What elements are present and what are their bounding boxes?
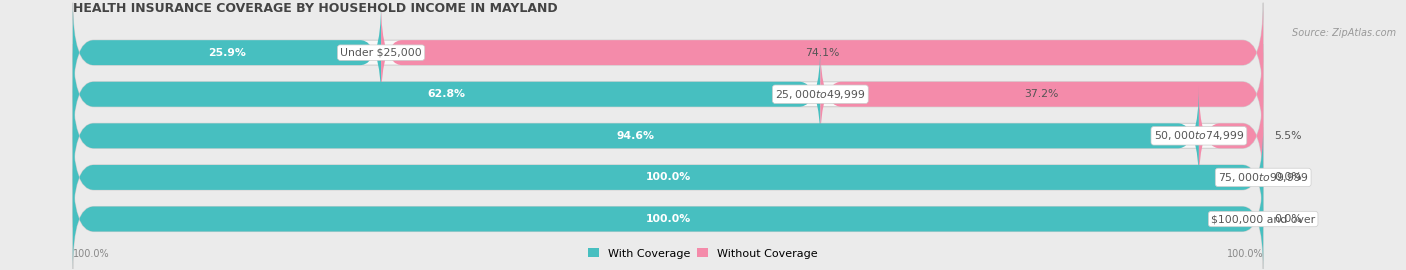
FancyBboxPatch shape: [381, 3, 1263, 103]
Text: Under $25,000: Under $25,000: [340, 48, 422, 58]
Text: Source: ZipAtlas.com: Source: ZipAtlas.com: [1292, 28, 1396, 38]
Text: $50,000 to $74,999: $50,000 to $74,999: [1154, 129, 1244, 142]
Text: 37.2%: 37.2%: [1025, 89, 1059, 99]
Text: 0.0%: 0.0%: [1274, 214, 1302, 224]
Text: 62.8%: 62.8%: [427, 89, 465, 99]
FancyBboxPatch shape: [73, 3, 1263, 103]
FancyBboxPatch shape: [820, 44, 1263, 144]
Text: 5.5%: 5.5%: [1274, 131, 1302, 141]
Legend: With Coverage, Without Coverage: With Coverage, Without Coverage: [583, 244, 823, 263]
Text: 100.0%: 100.0%: [1226, 249, 1263, 259]
Text: 100.0%: 100.0%: [645, 214, 690, 224]
FancyBboxPatch shape: [73, 86, 1263, 186]
Text: $25,000 to $49,999: $25,000 to $49,999: [775, 88, 866, 101]
Text: 100.0%: 100.0%: [645, 173, 690, 183]
FancyBboxPatch shape: [73, 44, 1263, 144]
FancyBboxPatch shape: [73, 169, 1263, 269]
Text: 0.0%: 0.0%: [1274, 173, 1302, 183]
Text: HEALTH INSURANCE COVERAGE BY HOUSEHOLD INCOME IN MAYLAND: HEALTH INSURANCE COVERAGE BY HOUSEHOLD I…: [73, 2, 557, 15]
Text: 25.9%: 25.9%: [208, 48, 246, 58]
Text: 100.0%: 100.0%: [73, 249, 110, 259]
FancyBboxPatch shape: [73, 44, 820, 144]
Text: $100,000 and over: $100,000 and over: [1211, 214, 1315, 224]
FancyBboxPatch shape: [73, 86, 1199, 186]
FancyBboxPatch shape: [1199, 86, 1263, 186]
Text: 74.1%: 74.1%: [806, 48, 839, 58]
FancyBboxPatch shape: [73, 127, 1263, 227]
Text: 94.6%: 94.6%: [617, 131, 655, 141]
FancyBboxPatch shape: [73, 3, 381, 103]
FancyBboxPatch shape: [73, 127, 1263, 227]
FancyBboxPatch shape: [73, 169, 1263, 269]
Text: $75,000 to $99,999: $75,000 to $99,999: [1218, 171, 1309, 184]
